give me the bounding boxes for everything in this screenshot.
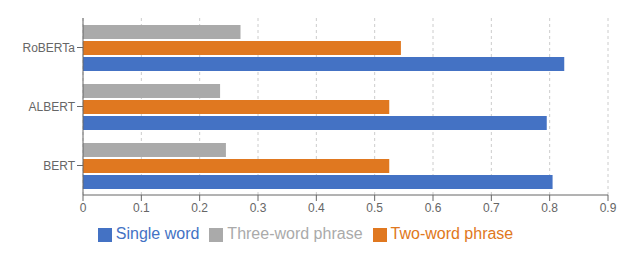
html-text:Single word: Single word [115,225,200,242]
svg-text:0: 0 [80,201,87,215]
svg-text:0.9: 0.9 [600,201,617,215]
svg-text:0.8: 0.8 [541,201,558,215]
html-text:Three-word phrase: Three-word phrase [227,225,363,242]
svg-text:ALBERT: ALBERT [29,100,76,114]
svg-text:0.3: 0.3 [250,201,267,215]
svg-text:RoBERTa: RoBERTa [23,41,76,55]
svg-text:BERT: BERT [43,159,75,173]
html-text:Two-word phrase: Two-word phrase [390,225,514,242]
svg-text:0.2: 0.2 [191,201,208,215]
svg-text:0.4: 0.4 [308,201,325,215]
svg-text:0.1: 0.1 [133,201,150,215]
svg-text:0.6: 0.6 [425,201,442,215]
svg-text:0.7: 0.7 [483,201,500,215]
svg-text:0.5: 0.5 [366,201,383,215]
